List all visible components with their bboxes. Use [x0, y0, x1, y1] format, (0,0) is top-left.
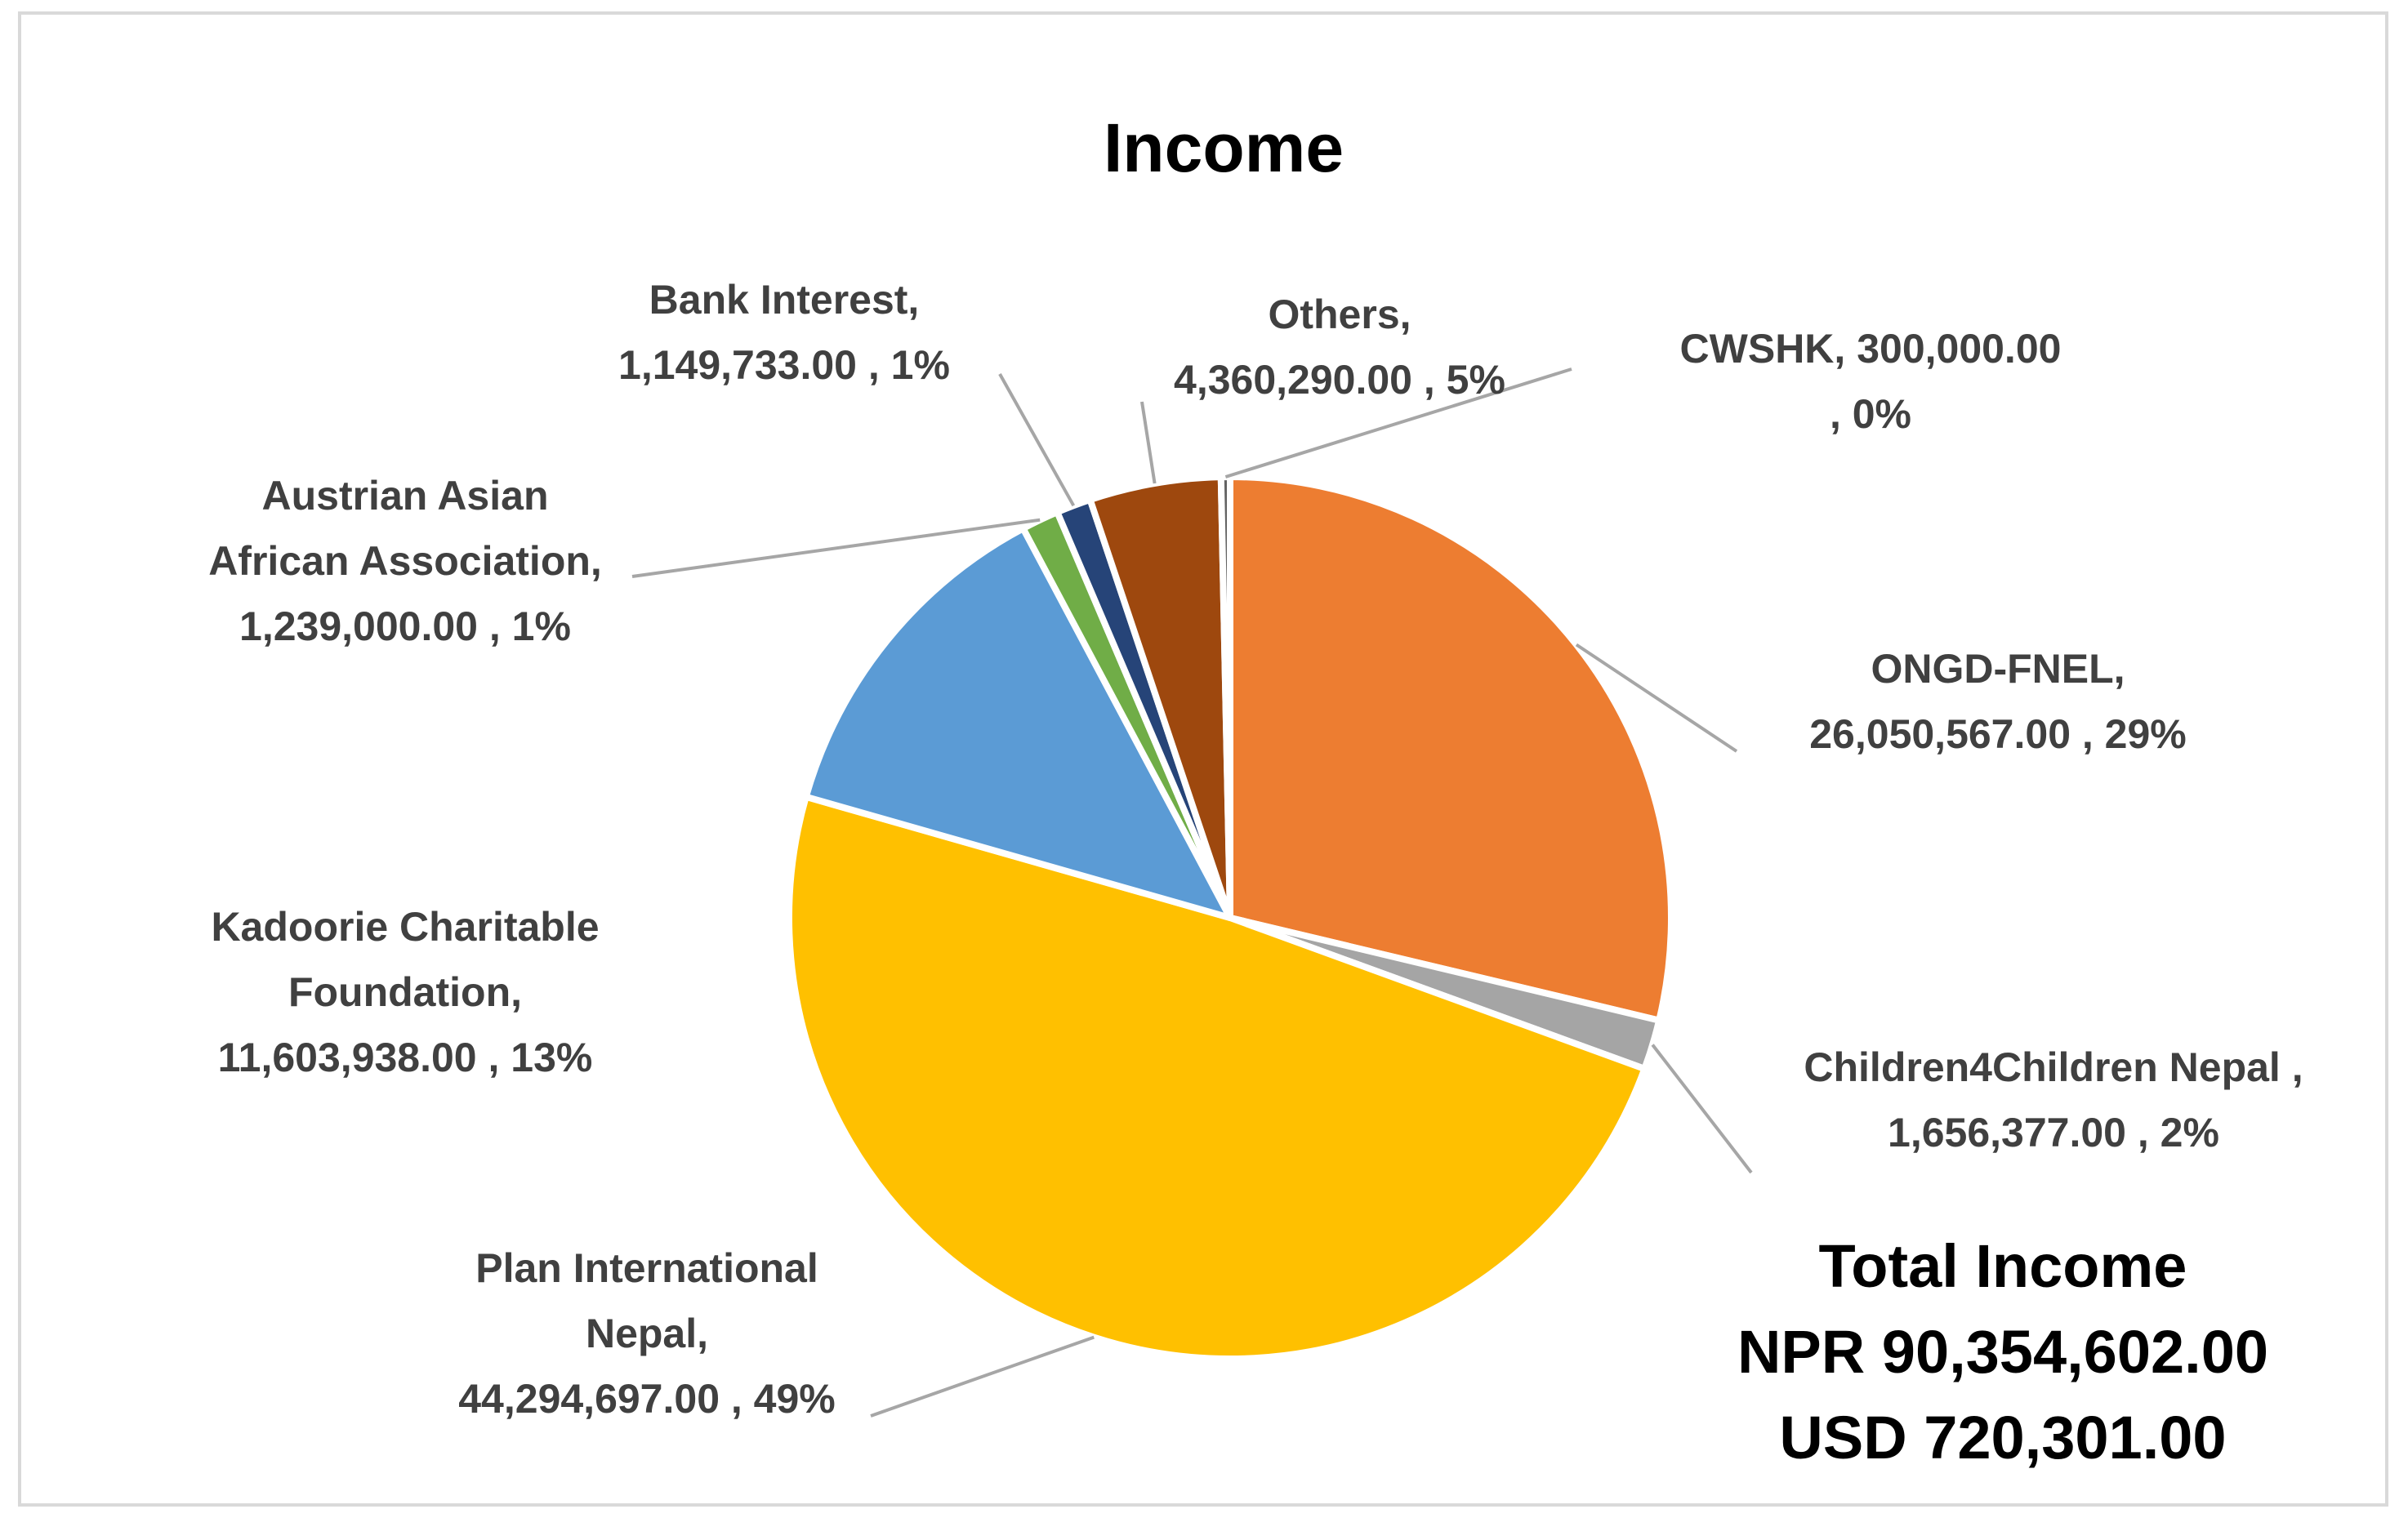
total-income-heading: Total Income [1819, 1232, 2187, 1300]
pie-slice-plan-international-nepal [786, 793, 1648, 1363]
slice-label-line: Plan International [475, 1245, 818, 1291]
pie-slice-kadoorie-charitable-foundation [802, 525, 1233, 921]
income-pie-chart: Income ONGD-FNEL, 26,050,567.00 , 29% Chil… [208, 109, 2303, 1471]
slice-label-line: Others, [1268, 292, 1411, 337]
slice-label-austrian-asian-african-association: Austrian Asian African Association, 1,239,… [208, 473, 602, 649]
slice-label-kadoorie-charitable-foundation: Kadoorie Charitable Foundation, 11,603,938… [211, 904, 599, 1080]
pie-slice-ongd-fnel [1227, 474, 1674, 1024]
leader-line-children4children-nepal [1651, 1044, 1753, 1174]
slice-label-line: Children4Children Nepal , [1804, 1044, 2303, 1090]
slice-label-line: 44,294,697.00 , 49% [458, 1376, 836, 1422]
leader-lines [631, 367, 1753, 1418]
total-income-npr: NPR 90,354,602.00 [1737, 1318, 2268, 1386]
chart-title: Income [1104, 109, 1344, 186]
chart-frame: Income ONGD-FNEL, 26,050,567.00 , 29% Chil… [18, 11, 2388, 1507]
leader-line-austrian-asian-african-association [631, 518, 1041, 578]
leader-line-bank-interest [998, 373, 1076, 507]
slice-label-line: 11,603,938.00 , 13% [218, 1035, 593, 1080]
slice-label-line: Kadoorie Charitable [211, 904, 599, 950]
slice-label-line: African Association, [208, 538, 602, 584]
slice-label-line: 1,656,377.00 , 2% [1888, 1110, 2219, 1155]
slice-label-ongd-fnel: ONGD-FNEL, 26,050,567.00 , 29% [1809, 646, 2187, 757]
total-income-box: Total Income NPR 90,354,602.00 USD 720,3… [1737, 1232, 2268, 1471]
pie-slices [786, 474, 1674, 1363]
slice-label-line: Bank Interest, [649, 277, 920, 323]
slice-label-children4children-nepal: Children4Children Nepal , 1,656,377.00 , … [1804, 1044, 2303, 1155]
leader-line-cwshk [1224, 367, 1572, 479]
slice-label-others: Others, 4,360,290.00 , 5% [1174, 292, 1505, 403]
slice-label-bank-interest: Bank Interest, 1,149,733.00 , 1% [618, 277, 950, 388]
slice-labels: ONGD-FNEL, 26,050,567.00 , 29% Children4Ch… [208, 277, 2303, 1422]
slice-label-line: 4,360,290.00 , 5% [1174, 357, 1505, 403]
slice-label-line: 26,050,567.00 , 29% [1809, 711, 2187, 757]
leader-line-others [1140, 401, 1157, 484]
slice-label-cwshk: CWSHK, 300,000.00 , 0% [1680, 326, 2062, 437]
slice-label-line: 1,149,733.00 , 1% [618, 342, 950, 388]
slice-label-plan-international-nepal: Plan International Nepal, 44,294,697.00 , … [458, 1245, 836, 1422]
total-income-usd: USD 720,301.00 [1779, 1404, 2226, 1471]
leader-line-ongd-fnel [1575, 643, 1738, 753]
leader-line-plan-international-nepal [870, 1335, 1095, 1418]
slice-label-line: Austrian Asian [261, 473, 548, 519]
slice-label-line: ONGD-FNEL, [1871, 646, 2125, 692]
slice-label-line: Nepal, [586, 1311, 708, 1356]
slice-label-line: CWSHK, 300,000.00 [1680, 326, 2062, 372]
slice-label-line: 1,239,000.00 , 1% [239, 603, 571, 649]
slice-label-line: Foundation, [288, 969, 522, 1015]
slice-label-line: , 0% [1830, 391, 1911, 437]
